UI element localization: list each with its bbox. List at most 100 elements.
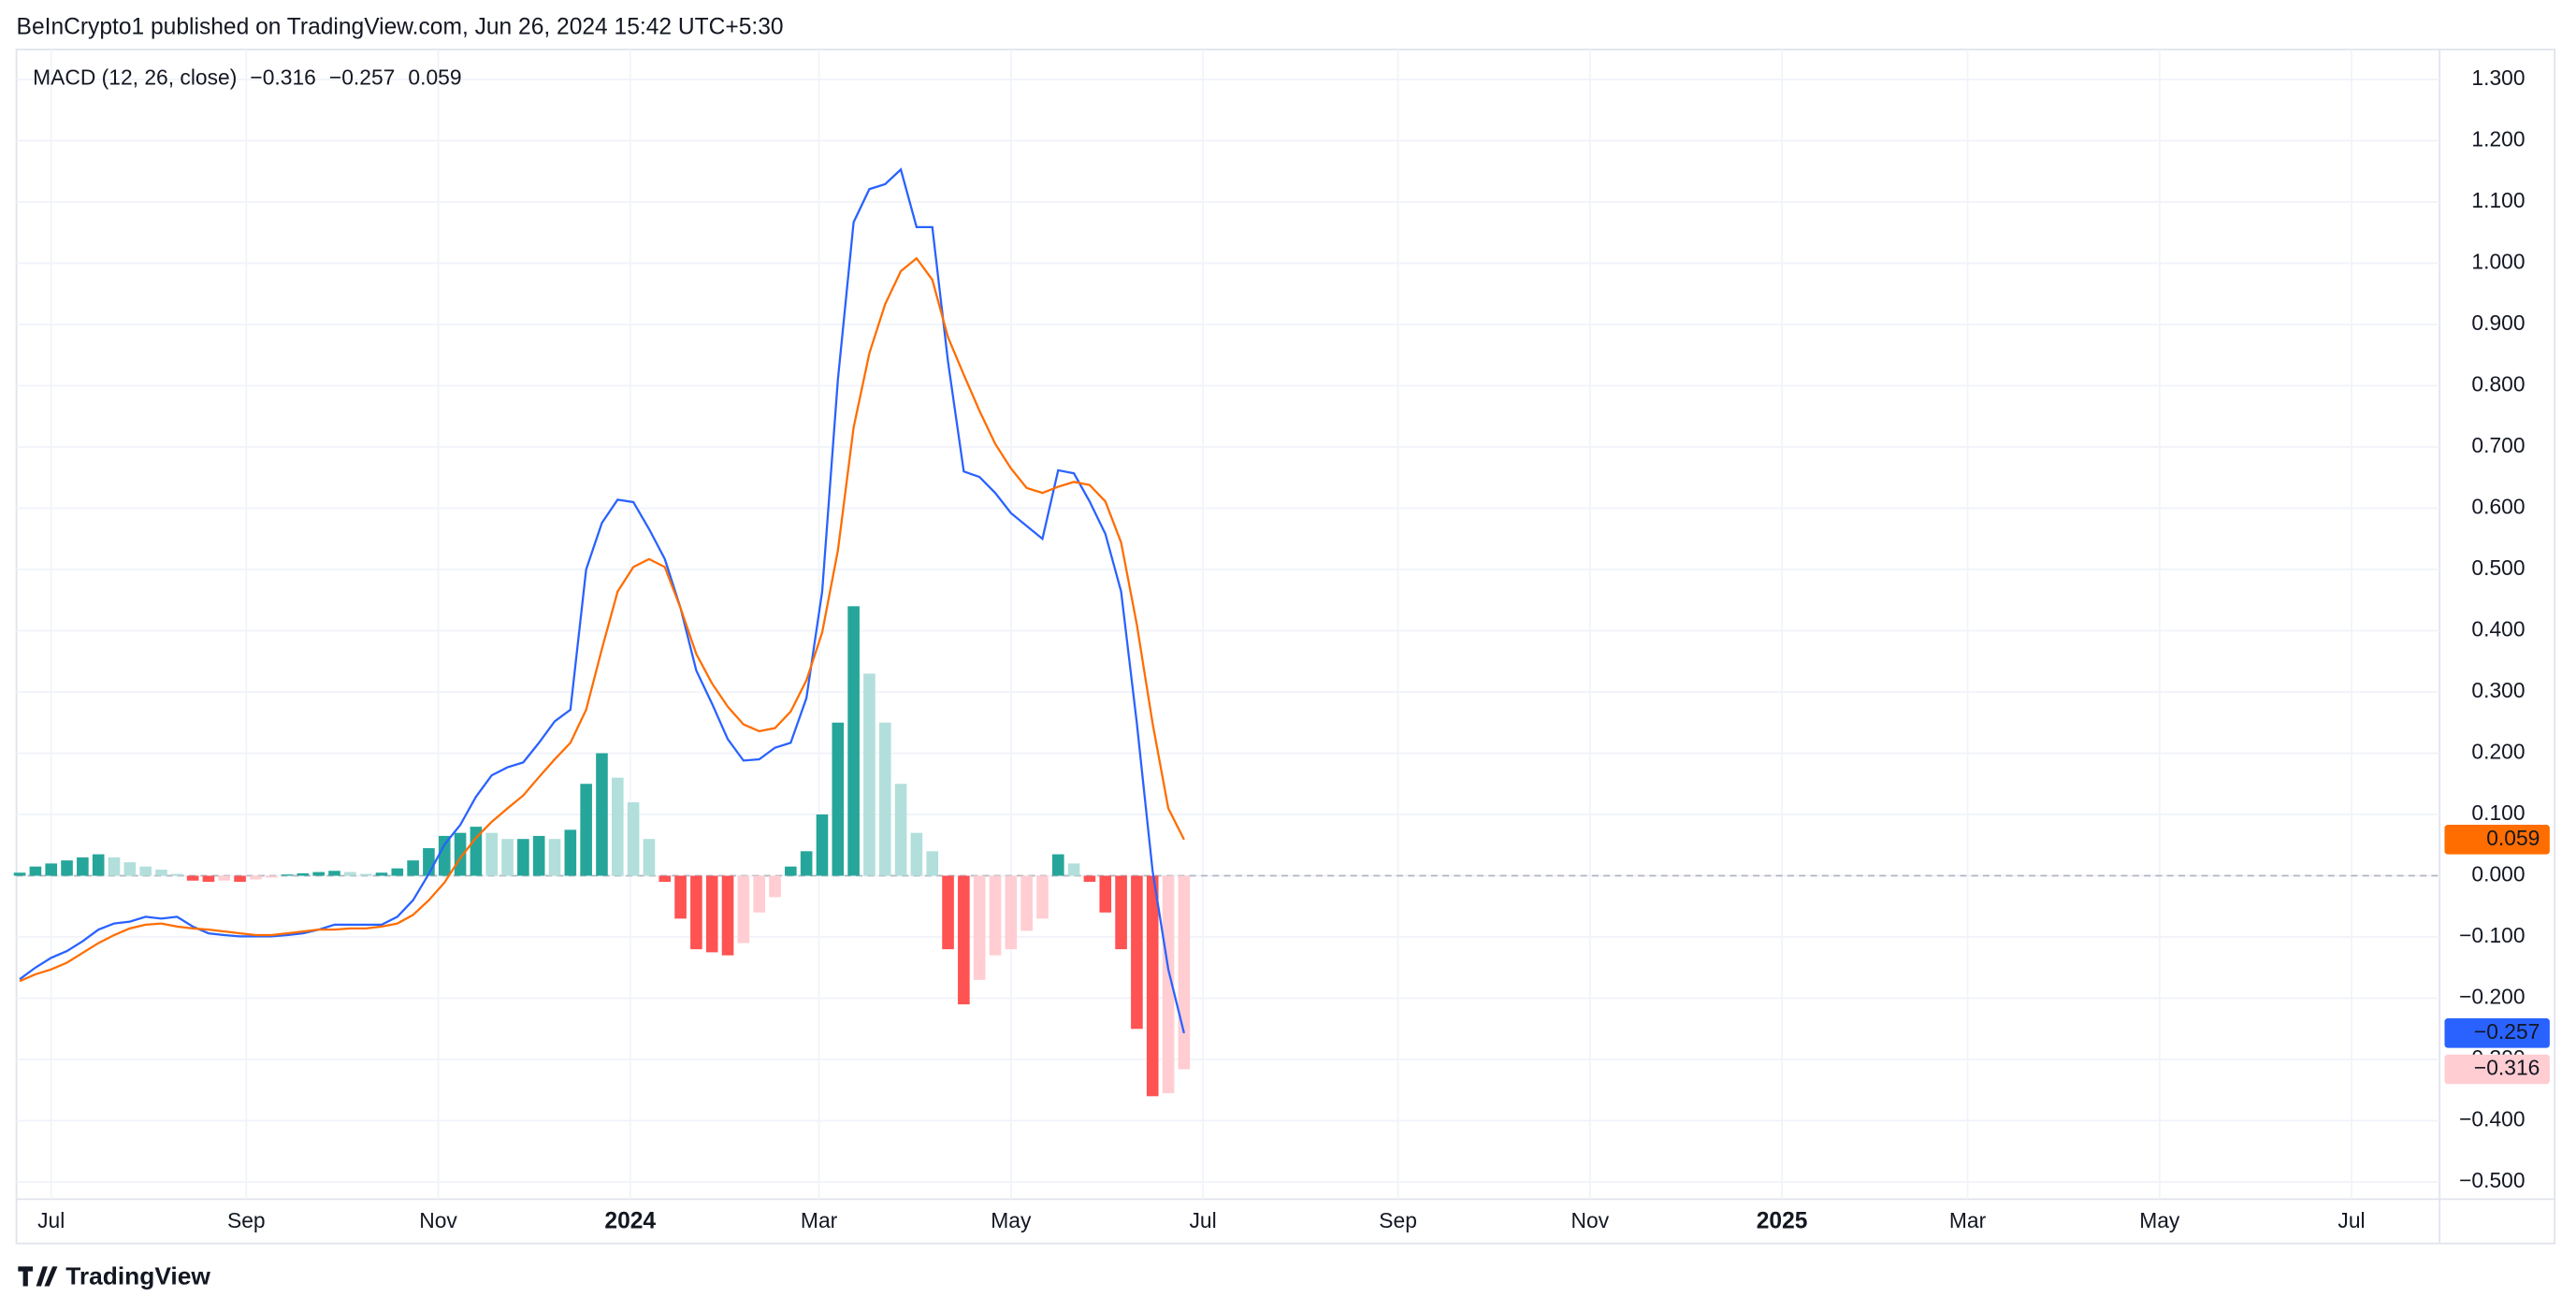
histogram-bar <box>250 875 262 880</box>
histogram-bar <box>29 866 42 876</box>
x-tick-label: Mar <box>801 1208 838 1232</box>
histogram-bar <box>438 835 451 876</box>
histogram-bar <box>123 862 137 876</box>
x-tick-label: 2024 <box>604 1208 656 1233</box>
y-tick-label: 0.500 <box>2471 555 2525 580</box>
y-tick-label: −0.500 <box>2459 1168 2525 1192</box>
histogram-bar <box>674 875 687 919</box>
plot <box>13 167 1191 1097</box>
histogram-bar <box>517 839 529 876</box>
y-tick-label: 0.200 <box>2471 740 2525 764</box>
histogram-bar <box>580 784 592 876</box>
y-tick-label: 0.000 <box>2471 862 2525 886</box>
histogram-bar <box>407 860 419 876</box>
histogram-bar <box>234 875 246 883</box>
histogram-bar <box>1115 875 1127 950</box>
histogram-bar <box>13 872 26 876</box>
legend-value: −0.316 <box>250 65 315 90</box>
histogram-bar <box>155 869 167 876</box>
y-tick-label: 0.700 <box>2471 433 2525 457</box>
histogram-bar <box>973 875 986 980</box>
histogram-bar <box>202 875 215 883</box>
y-tick-label: 1.000 <box>2471 250 2525 274</box>
x-tick-label: Jul <box>1189 1208 1216 1232</box>
histogram-bar <box>753 875 765 913</box>
histogram-bar <box>942 875 954 950</box>
legend-value: −0.257 <box>329 65 395 90</box>
histogram-bar <box>926 851 939 876</box>
last-value-label: −0.316 <box>2474 1056 2540 1080</box>
x-tick-label: Mar <box>1949 1208 1987 1232</box>
y-tick-label: 1.200 <box>2471 127 2525 151</box>
line <box>19 167 1185 1034</box>
histogram-bar <box>218 875 231 881</box>
histogram-bar <box>658 875 672 883</box>
histogram-bar <box>769 875 781 898</box>
histogram-bar <box>800 851 813 876</box>
histogram-bar <box>1162 875 1175 1094</box>
last-value-tag <box>2444 1018 2550 1048</box>
histogram-bar <box>312 872 325 876</box>
histogram-bar <box>863 673 876 876</box>
histogram-bar <box>1067 863 1080 876</box>
histogram-bar <box>375 872 388 876</box>
grid <box>16 49 2440 1200</box>
legend: MACD (12, 26, close) −0.316 −0.257 0.059 <box>33 65 461 90</box>
y-tick-label: 0.300 <box>2471 678 2525 702</box>
histogram-bar <box>611 777 624 876</box>
chart-title: BeInCrypto1 published on TradingView.com… <box>17 15 784 40</box>
histogram-bar <box>705 875 718 953</box>
histogram-bar <box>1005 875 1018 950</box>
last-value-tag <box>2444 825 2550 855</box>
y-tick-label: 1.300 <box>2471 65 2525 90</box>
y-tick-label: −0.100 <box>2459 923 2525 947</box>
histogram-bar <box>785 866 797 876</box>
x-tick-label: Nov <box>419 1208 457 1232</box>
y-tick-label: −0.200 <box>2459 985 2525 1009</box>
legend-title: MACD (12, 26, close) <box>33 65 237 90</box>
histogram-bar <box>832 722 845 876</box>
histogram-bar <box>454 832 467 876</box>
histogram-bar <box>485 832 499 876</box>
y-tick-label: 0.900 <box>2471 310 2525 335</box>
histogram-bar <box>1146 875 1159 1097</box>
last-value-label: −0.257 <box>2474 1019 2540 1044</box>
histogram-bar <box>958 875 970 1005</box>
brand-name: TradingView <box>65 1262 210 1290</box>
histogram-bar <box>1099 875 1112 913</box>
histogram-bar <box>186 875 199 881</box>
y-tick-label: 1.100 <box>2471 188 2525 212</box>
histogram-bar <box>816 814 829 876</box>
histogram-bar <box>61 860 73 876</box>
histogram-bar <box>92 854 105 876</box>
histogram-bar <box>470 827 483 876</box>
histogram-bar <box>564 829 577 876</box>
histogram-bar <box>1178 875 1191 1070</box>
histogram-bar <box>627 801 640 876</box>
histogram-bar <box>281 874 294 876</box>
histogram-bar <box>344 872 356 876</box>
histogram-bar <box>690 875 702 950</box>
y-tick-label: −0.400 <box>2459 1107 2525 1131</box>
x-tick-label: Jul <box>37 1208 65 1232</box>
histogram-bar <box>989 875 1002 956</box>
histogram-bar <box>1020 875 1033 931</box>
legend-value: 0.059 <box>408 65 461 90</box>
histogram-bar <box>596 753 608 876</box>
histogram-bar <box>643 839 656 876</box>
line <box>19 256 1185 983</box>
y-tick-label: 0.800 <box>2471 372 2525 396</box>
histogram-bar <box>894 784 907 876</box>
histogram-bar <box>501 839 514 876</box>
x-tick-label: 2025 <box>1757 1208 1808 1233</box>
histogram-bar <box>910 832 923 876</box>
x-tick-label: Sep <box>227 1208 266 1232</box>
y-tick-label: 0.100 <box>2471 800 2525 825</box>
histogram-bar <box>108 857 121 876</box>
histogram-bar <box>1131 875 1143 1030</box>
frame <box>15 49 2556 1245</box>
histogram-bar <box>1036 875 1049 919</box>
x-tick-label: Nov <box>1571 1208 1610 1232</box>
